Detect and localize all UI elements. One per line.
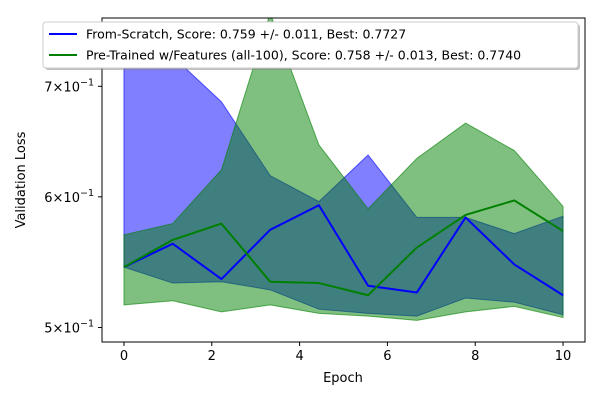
series-line-pre-trained [123,199,564,297]
series-line-from-scratch [123,204,564,297]
x-axis: 0 2 4 6 8 10 [120,342,572,364]
y-tick-label: 7×10−1 [44,77,94,95]
legend-box [42,21,579,69]
legend-label-pre-trained: Pre-Trained w/Features (all-100), Score:… [86,48,521,63]
plot-frame [101,17,586,343]
x-tick-label: 2 [208,349,216,364]
x-tick-label: 4 [295,349,303,364]
x-tick-label: 0 [120,349,128,364]
legend-label-from-scratch: From-Scratch, Score: 0.759 +/- 0.011, Be… [86,27,406,42]
y-tick-label: 5×10−1 [44,319,94,337]
y-axis: 5×10−1 6×10−1 7×10−1 [44,77,102,337]
y-tick-label: 6×10−1 [44,188,94,206]
x-tick-label: 6 [383,349,391,364]
x-tick-label: 10 [555,349,572,364]
x-axis-label: Epoch [323,371,363,386]
y-axis-label: Validation Loss [14,131,29,228]
x-tick-label: 8 [471,349,479,364]
legend: From-Scratch, Score: 0.759 +/- 0.011, Be… [42,21,580,70]
series-lines [123,199,564,297]
